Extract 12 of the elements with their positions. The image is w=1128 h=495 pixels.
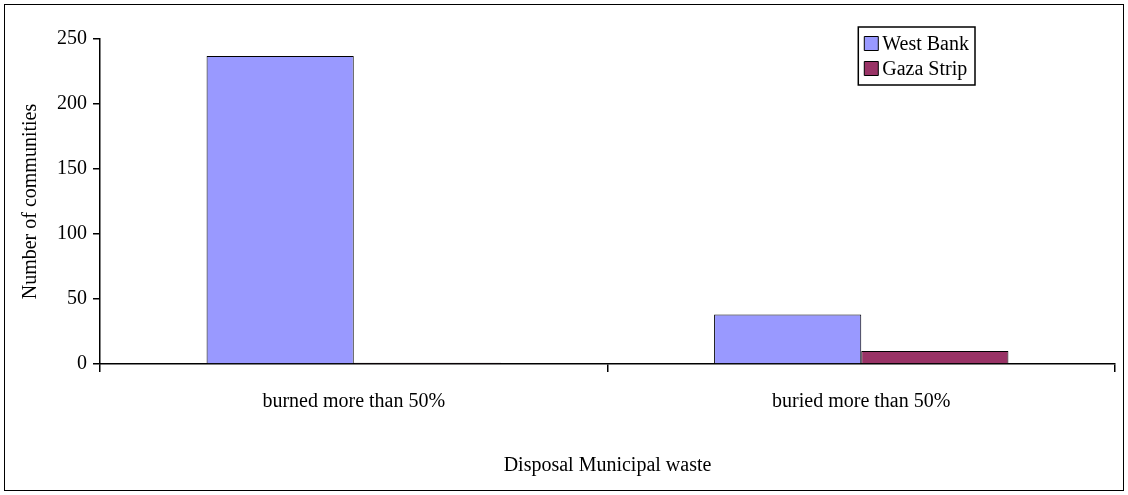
legend-label: West Bank bbox=[882, 31, 970, 54]
y-tick-label: 250 bbox=[57, 26, 87, 49]
y-tick-label: 150 bbox=[57, 156, 87, 179]
y-tick-label: 200 bbox=[57, 91, 87, 114]
y-tick-label: 50 bbox=[67, 286, 87, 309]
x-tick-label: burned more than 50% bbox=[262, 389, 446, 412]
y-tick-label: 100 bbox=[57, 221, 87, 244]
y-axis-title: Number of communities bbox=[18, 103, 41, 300]
x-tick-label: buried more than 50% bbox=[772, 389, 951, 412]
y-tick-label: 0 bbox=[77, 351, 87, 374]
x-axis-title: Disposal Municipal waste bbox=[503, 453, 712, 477]
legend-label: Gaza Strip bbox=[882, 56, 968, 80]
